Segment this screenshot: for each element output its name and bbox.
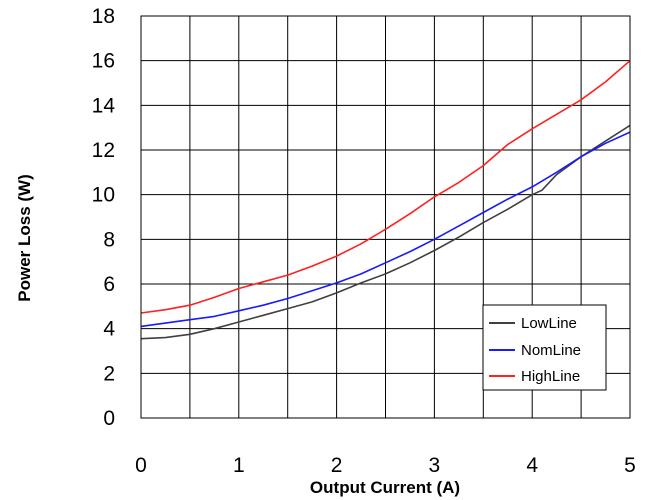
y-tick-label: 4 [103,318,115,341]
x-axis-title: Output Current (A) [310,478,460,497]
x-tick-label: 2 [331,454,343,477]
legend-label-highline: HighLine [521,368,580,385]
legend-label-nomline: NomLine [521,342,581,359]
x-tick-label: 3 [429,454,441,477]
y-tick-label: 6 [103,273,115,296]
series-line-highline [140,60,631,314]
y-tick-label: 0 [103,407,115,430]
y-tick-label: 2 [103,362,115,385]
plot-frame [140,15,631,419]
x-tick-labels: 0 1 2 3 4 5 [135,454,636,477]
y-axis-title: Power Loss (W) [15,174,34,302]
y-tick-label: 10 [92,184,115,207]
legend: LowLine NomLine HighLine [482,304,607,391]
x-tick-label: 0 [135,454,147,477]
y-tick-label: 8 [103,228,115,251]
y-tick-label: 12 [92,139,115,162]
series-line-lowline [140,124,631,340]
y-tick-labels: 0 2 4 6 8 10 12 14 16 18 [92,5,116,430]
x-tick-label: 4 [526,454,538,477]
y-tick-label: 18 [92,5,115,28]
x-tick-label: 1 [233,454,245,477]
y-tick-label: 14 [92,94,116,117]
legend-label-lowline: LowLine [521,315,577,332]
series-lines [140,60,631,340]
x-tick-label: 5 [624,454,636,477]
series-line-nomline [140,131,631,328]
y-tick-label: 16 [92,50,115,73]
